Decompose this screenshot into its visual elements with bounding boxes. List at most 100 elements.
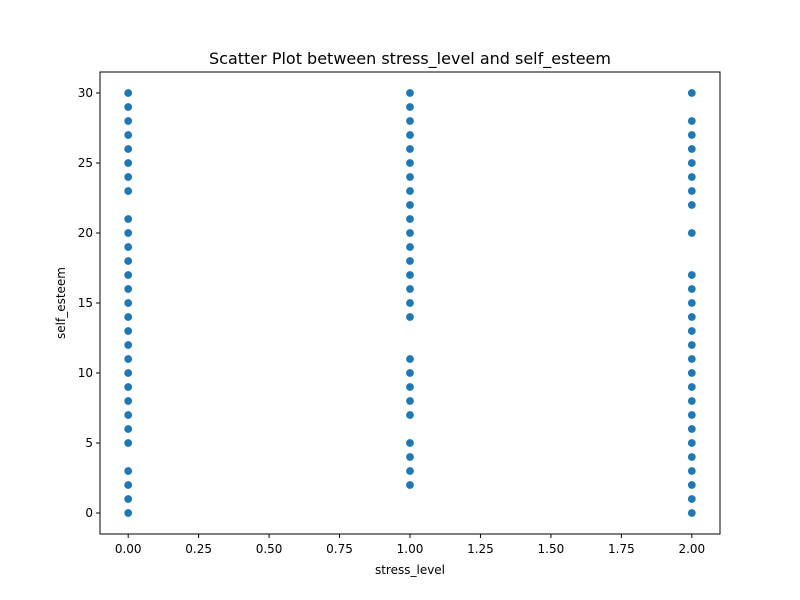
data-point	[123, 382, 133, 392]
data-point	[687, 186, 697, 196]
x-tick-label: 0.75	[326, 542, 353, 556]
data-point	[687, 270, 697, 280]
x-tick-label: 1.25	[467, 542, 494, 556]
data-point	[123, 354, 133, 364]
data-point	[687, 158, 697, 168]
data-point	[687, 326, 697, 336]
data-point	[123, 228, 133, 238]
data-point	[405, 214, 415, 224]
data-point	[687, 508, 697, 518]
data-point	[123, 172, 133, 182]
x-tick-label: 1.50	[538, 542, 565, 556]
data-point	[123, 270, 133, 280]
data-point	[687, 144, 697, 154]
x-axis-ticks: 0.00 0.25 0.50 0.75 1.00 1.25 1.50 1.75 2.00	[115, 534, 705, 556]
y-tick-label: 10	[78, 366, 93, 380]
data-point	[123, 494, 133, 504]
data-point	[123, 508, 133, 518]
data-point	[123, 410, 133, 420]
x-tick-label: 0.00	[115, 542, 142, 556]
data-point	[687, 466, 697, 476]
data-point	[405, 228, 415, 238]
data-point	[123, 396, 133, 406]
data-points	[123, 88, 697, 518]
data-point	[405, 200, 415, 210]
data-point	[123, 438, 133, 448]
data-point	[687, 284, 697, 294]
data-point	[687, 116, 697, 126]
data-point	[405, 172, 415, 182]
data-point	[123, 480, 133, 490]
x-tick-label: 0.25	[185, 542, 212, 556]
data-point	[405, 298, 415, 308]
y-tick-label: 0	[85, 506, 93, 520]
data-point	[687, 480, 697, 490]
data-point	[405, 466, 415, 476]
data-point	[123, 466, 133, 476]
data-point	[123, 130, 133, 140]
data-point	[405, 396, 415, 406]
plot-frame	[99, 71, 721, 535]
data-point	[405, 242, 415, 252]
x-tick-label: 1.00	[397, 542, 424, 556]
chart-title: Scatter Plot between stress_level and se…	[209, 49, 611, 69]
data-point	[687, 312, 697, 322]
x-axis-label: stress_level	[375, 563, 445, 577]
data-point	[687, 354, 697, 364]
data-point	[687, 340, 697, 350]
data-point	[123, 298, 133, 308]
data-point	[405, 270, 415, 280]
data-point	[687, 88, 697, 98]
data-point	[405, 116, 415, 126]
data-point	[687, 452, 697, 462]
data-point	[687, 368, 697, 378]
data-point	[123, 88, 133, 98]
y-tick-label: 20	[78, 226, 93, 240]
data-point	[405, 438, 415, 448]
data-point	[123, 214, 133, 224]
data-point	[687, 424, 697, 434]
data-point	[687, 172, 697, 182]
y-tick-label: 30	[78, 86, 93, 100]
data-point	[123, 256, 133, 266]
data-point	[405, 452, 415, 462]
data-point	[687, 438, 697, 448]
data-point	[123, 144, 133, 154]
y-axis-label: self_esteem	[54, 267, 68, 339]
data-point	[123, 368, 133, 378]
data-point	[405, 88, 415, 98]
data-point	[405, 158, 415, 168]
y-tick-label: 15	[78, 296, 93, 310]
data-point	[405, 284, 415, 294]
data-point	[405, 102, 415, 112]
data-point	[687, 130, 697, 140]
data-point	[687, 382, 697, 392]
data-point	[405, 382, 415, 392]
data-point	[123, 186, 133, 196]
x-tick-label: 1.75	[608, 542, 635, 556]
data-point	[405, 368, 415, 378]
data-point	[123, 284, 133, 294]
x-tick-label: 0.50	[256, 542, 283, 556]
data-point	[123, 116, 133, 126]
data-point	[405, 130, 415, 140]
data-point	[123, 242, 133, 252]
data-point	[405, 186, 415, 196]
data-point	[687, 228, 697, 238]
data-point	[687, 396, 697, 406]
data-point	[687, 410, 697, 420]
data-point	[123, 326, 133, 336]
data-point	[687, 494, 697, 504]
data-point	[123, 158, 133, 168]
data-point	[687, 200, 697, 210]
data-point	[123, 102, 133, 112]
data-point	[405, 312, 415, 322]
y-tick-label: 25	[78, 156, 93, 170]
data-point	[405, 410, 415, 420]
data-point	[405, 354, 415, 364]
data-point	[123, 340, 133, 350]
data-point	[687, 298, 697, 308]
x-tick-label: 2.00	[678, 542, 705, 556]
data-point	[123, 312, 133, 322]
